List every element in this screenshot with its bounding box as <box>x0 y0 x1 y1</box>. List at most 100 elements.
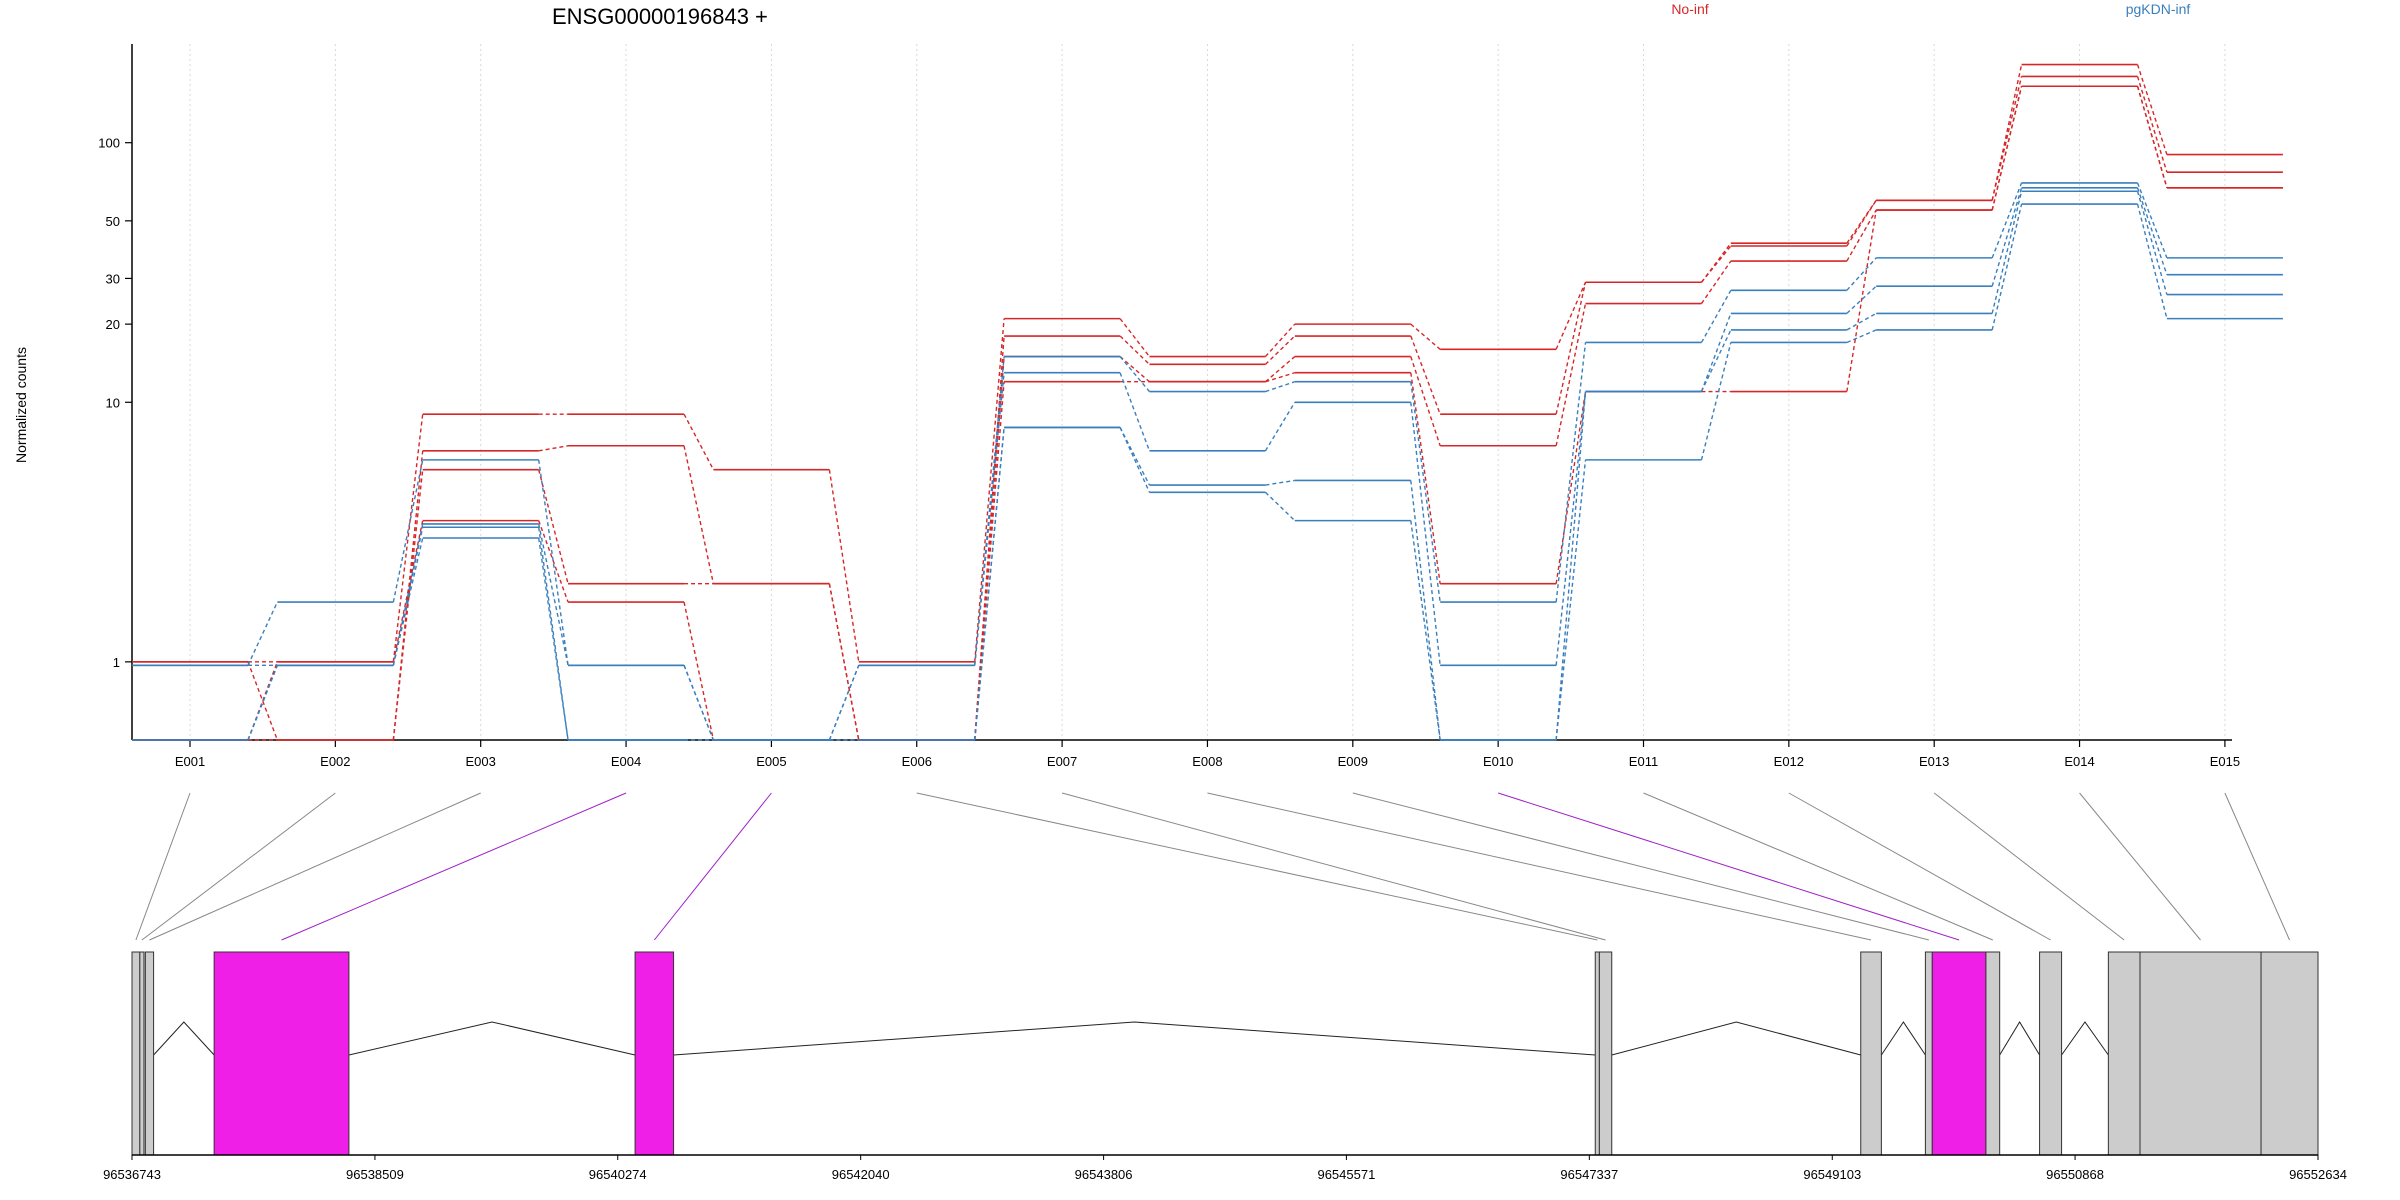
exon-connector <box>141 792 336 941</box>
data-connector <box>683 601 715 741</box>
exon-e002 <box>139 951 145 1156</box>
exon-e014 <box>2139 951 2262 1156</box>
data-connector <box>2136 203 2168 319</box>
data-connector <box>1846 257 1877 291</box>
x-tick-label: E015 <box>2210 754 2240 769</box>
x-tick-label: E011 <box>1629 754 1658 769</box>
data-connector <box>1265 372 1296 383</box>
exon-connector <box>149 792 481 941</box>
exon-e003 <box>144 951 155 1156</box>
data-connector <box>1410 381 1441 603</box>
data-connector <box>1555 281 1587 350</box>
data-connector <box>2136 76 2168 173</box>
data-connector <box>1700 342 1732 461</box>
genomic-tick-label: 96538509 <box>346 1167 404 1182</box>
series-pgkdn-inf <box>132 182 2283 741</box>
y-tick-label: 10 <box>106 395 120 410</box>
y-tick-label: 20 <box>106 317 120 332</box>
exon-e008 <box>1860 951 1882 1156</box>
data-connector <box>1264 401 1296 452</box>
x-tick-label: E014 <box>2064 754 2094 769</box>
data-connector <box>1119 372 1151 452</box>
intron-line <box>1611 1021 1861 1056</box>
data-connector <box>1410 372 1441 584</box>
exon-connector <box>1497 792 1960 941</box>
data-connector <box>392 469 424 741</box>
x-tick-label: E003 <box>466 754 496 769</box>
y-tick-label: 100 <box>98 136 120 151</box>
data-connector <box>1991 64 2023 201</box>
data-connector <box>828 583 860 741</box>
intron-line <box>673 1021 1596 1056</box>
data-connector <box>683 445 715 584</box>
data-connector <box>1265 381 1296 393</box>
exon-connector <box>1933 792 2125 941</box>
exon-e006 <box>1594 951 1600 1156</box>
data-connector <box>1410 356 1441 446</box>
intron-line <box>153 1021 215 1056</box>
series-pgkdn-inf <box>132 203 2283 741</box>
intron-line <box>348 1021 636 1056</box>
data-connector <box>538 520 569 603</box>
data-connector <box>1119 356 1150 392</box>
x-tick-label: E012 <box>1774 754 1804 769</box>
data-connector <box>538 523 569 666</box>
data-connector <box>1119 427 1151 493</box>
intron-line <box>1999 1021 2041 1056</box>
data-connector <box>1265 479 1295 486</box>
data-connector <box>1555 391 1587 666</box>
data-connector <box>1119 356 1150 383</box>
exon-connector-lines <box>135 792 2290 941</box>
data-connector <box>392 414 424 662</box>
x-tick-label: E001 <box>175 754 205 769</box>
y-tick-label: 1 <box>113 655 120 670</box>
genomic-tick-label: 96552634 <box>2289 1167 2347 1182</box>
exon-connector <box>281 792 627 941</box>
data-connector <box>1700 329 1732 392</box>
data-connector <box>1410 480 1441 741</box>
data-connector <box>247 665 279 741</box>
genomic-tick-label: 96540274 <box>589 1167 647 1182</box>
exon-connector <box>1643 792 1993 941</box>
genomic-tick-label: 96545571 <box>1317 1167 1375 1182</box>
gene-model <box>131 951 2319 1156</box>
data-connector <box>1991 203 2023 331</box>
vertical-gridlines <box>189 44 2226 740</box>
x-tick-label: E007 <box>1047 754 1077 769</box>
data-connector <box>1846 329 1877 344</box>
data-connector <box>1264 356 1296 383</box>
exon-e015 <box>2260 951 2319 1156</box>
exon-connector <box>135 792 191 941</box>
exon-e001 <box>131 951 141 1156</box>
data-connector <box>1700 245 1732 283</box>
data-connector <box>1119 335 1150 365</box>
data-connector <box>1846 199 1877 247</box>
chart-title: ENSG00000196843 + <box>552 4 768 29</box>
data-connector <box>974 335 1005 741</box>
exon-connector <box>653 792 772 941</box>
data-connector <box>247 601 278 666</box>
data-connector <box>1846 312 1877 331</box>
data-connector <box>1846 209 1877 392</box>
exon-e004 <box>213 951 350 1156</box>
x-tick-label: E010 <box>1483 754 1513 769</box>
data-connector <box>1700 260 1732 304</box>
data-connector <box>538 537 569 741</box>
exon-e009 <box>1924 951 1933 1156</box>
data-connector <box>1555 459 1587 741</box>
exon-connector <box>1352 792 1929 941</box>
series-no-inf <box>132 75 2283 741</box>
series-lines <box>132 63 2283 741</box>
data-connector <box>2136 86 2168 189</box>
data-connector <box>392 459 424 603</box>
data-connector <box>1555 342 1587 603</box>
exon-e007 <box>1598 951 1613 1156</box>
exon-connector <box>2224 792 2290 941</box>
x-tick-label: E005 <box>756 754 786 769</box>
data-connector <box>828 469 860 662</box>
data-connector <box>1264 323 1296 358</box>
y-tick-label: 50 <box>106 214 120 229</box>
intron-line <box>1880 1021 1926 1056</box>
data-connector <box>1555 391 1587 584</box>
